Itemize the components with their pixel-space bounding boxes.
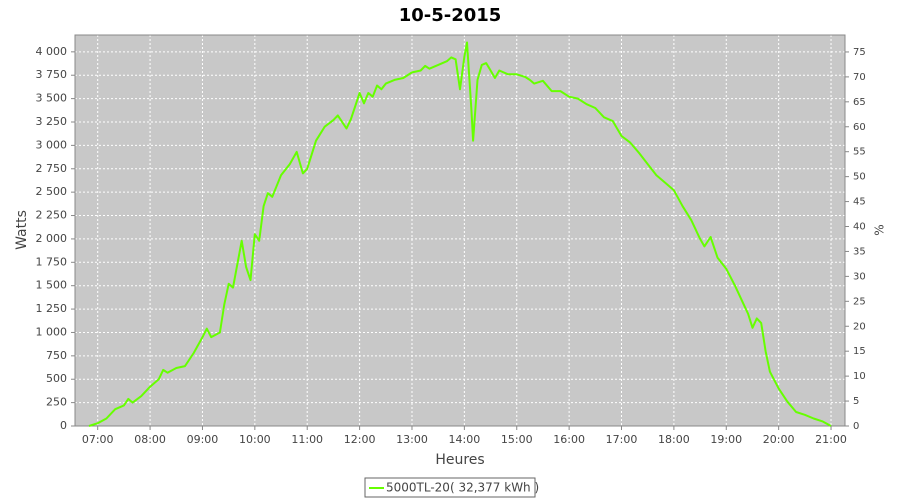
x-tick-label: 13:00 [396, 433, 428, 446]
x-tick-label: 14:00 [449, 433, 481, 446]
y-tick-label: 1 750 [36, 255, 68, 268]
y-tick-label: 2 500 [36, 185, 68, 198]
x-tick-label: 16:00 [553, 433, 585, 446]
y2-tick-label: 40 [853, 222, 866, 233]
y2-tick-label: 30 [853, 271, 866, 282]
x-tick-label: 15:00 [501, 433, 533, 446]
chart-title: 10-5-2015 [399, 5, 502, 26]
y-tick-label: 0 [60, 419, 67, 432]
y-tick-label: 750 [46, 349, 67, 362]
x-tick-label: 21:00 [815, 433, 847, 446]
legend-label: 5000TL-20( 32,377 kWh ) [386, 481, 539, 495]
y-tick-label: 2 250 [36, 209, 68, 222]
y2-tick-label: 20 [853, 321, 866, 332]
y2-tick-label: 70 [853, 72, 866, 83]
x-tick-label: 12:00 [344, 433, 376, 446]
y-tick-label: 2 750 [36, 162, 68, 175]
y-tick-label: 3 000 [36, 138, 68, 151]
y2-tick-label: 45 [853, 197, 866, 208]
x-tick-label: 20:00 [763, 433, 795, 446]
y-tick-label: 1 250 [36, 302, 68, 315]
y2-tick-label: 25 [853, 296, 866, 307]
y2-tick-label: 65 [853, 97, 866, 108]
plot-border [74, 34, 846, 427]
y2-tick-label: 5 [853, 396, 859, 407]
x-axis-label: Heures [435, 452, 484, 468]
y-tick-label: 3 750 [36, 68, 68, 81]
y2-tick-label: 50 [853, 172, 866, 183]
plot-area [75, 35, 845, 426]
y-tick-label: 3 500 [36, 92, 68, 105]
x-tick-label: 19:00 [710, 433, 742, 446]
y2-tick-label: 60 [853, 122, 866, 133]
x-tick-label: 09:00 [187, 433, 219, 446]
y-tick-label: 1 000 [36, 325, 68, 338]
y-tick-label: 500 [46, 372, 67, 385]
x-tick-label: 10:00 [239, 433, 271, 446]
x-tick-label: 17:00 [606, 433, 638, 446]
x-tick-label: 08:00 [134, 433, 166, 446]
legend [364, 477, 536, 498]
y-axis-label: Watts [14, 210, 30, 250]
x-tick-label: 11:00 [291, 433, 323, 446]
y-tick-label: 1 500 [36, 279, 68, 292]
y-tick-label: 3 250 [36, 115, 68, 128]
x-tick-label: 18:00 [658, 433, 690, 446]
y2-axis-label: % [873, 224, 887, 235]
data-line [88, 41, 832, 427]
y2-tick-label: 75 [853, 47, 866, 58]
y2-tick-label: 0 [853, 421, 859, 432]
x-tick-label: 07:00 [82, 433, 114, 446]
y-tick-label: 2 000 [36, 232, 68, 245]
y2-tick-label: 35 [853, 246, 866, 257]
y-tick-label: 250 [46, 396, 67, 409]
y2-tick-label: 10 [853, 371, 866, 382]
y-tick-label: 4 000 [36, 45, 68, 58]
y2-tick-label: 55 [853, 147, 866, 158]
y2-tick-label: 15 [853, 346, 866, 357]
